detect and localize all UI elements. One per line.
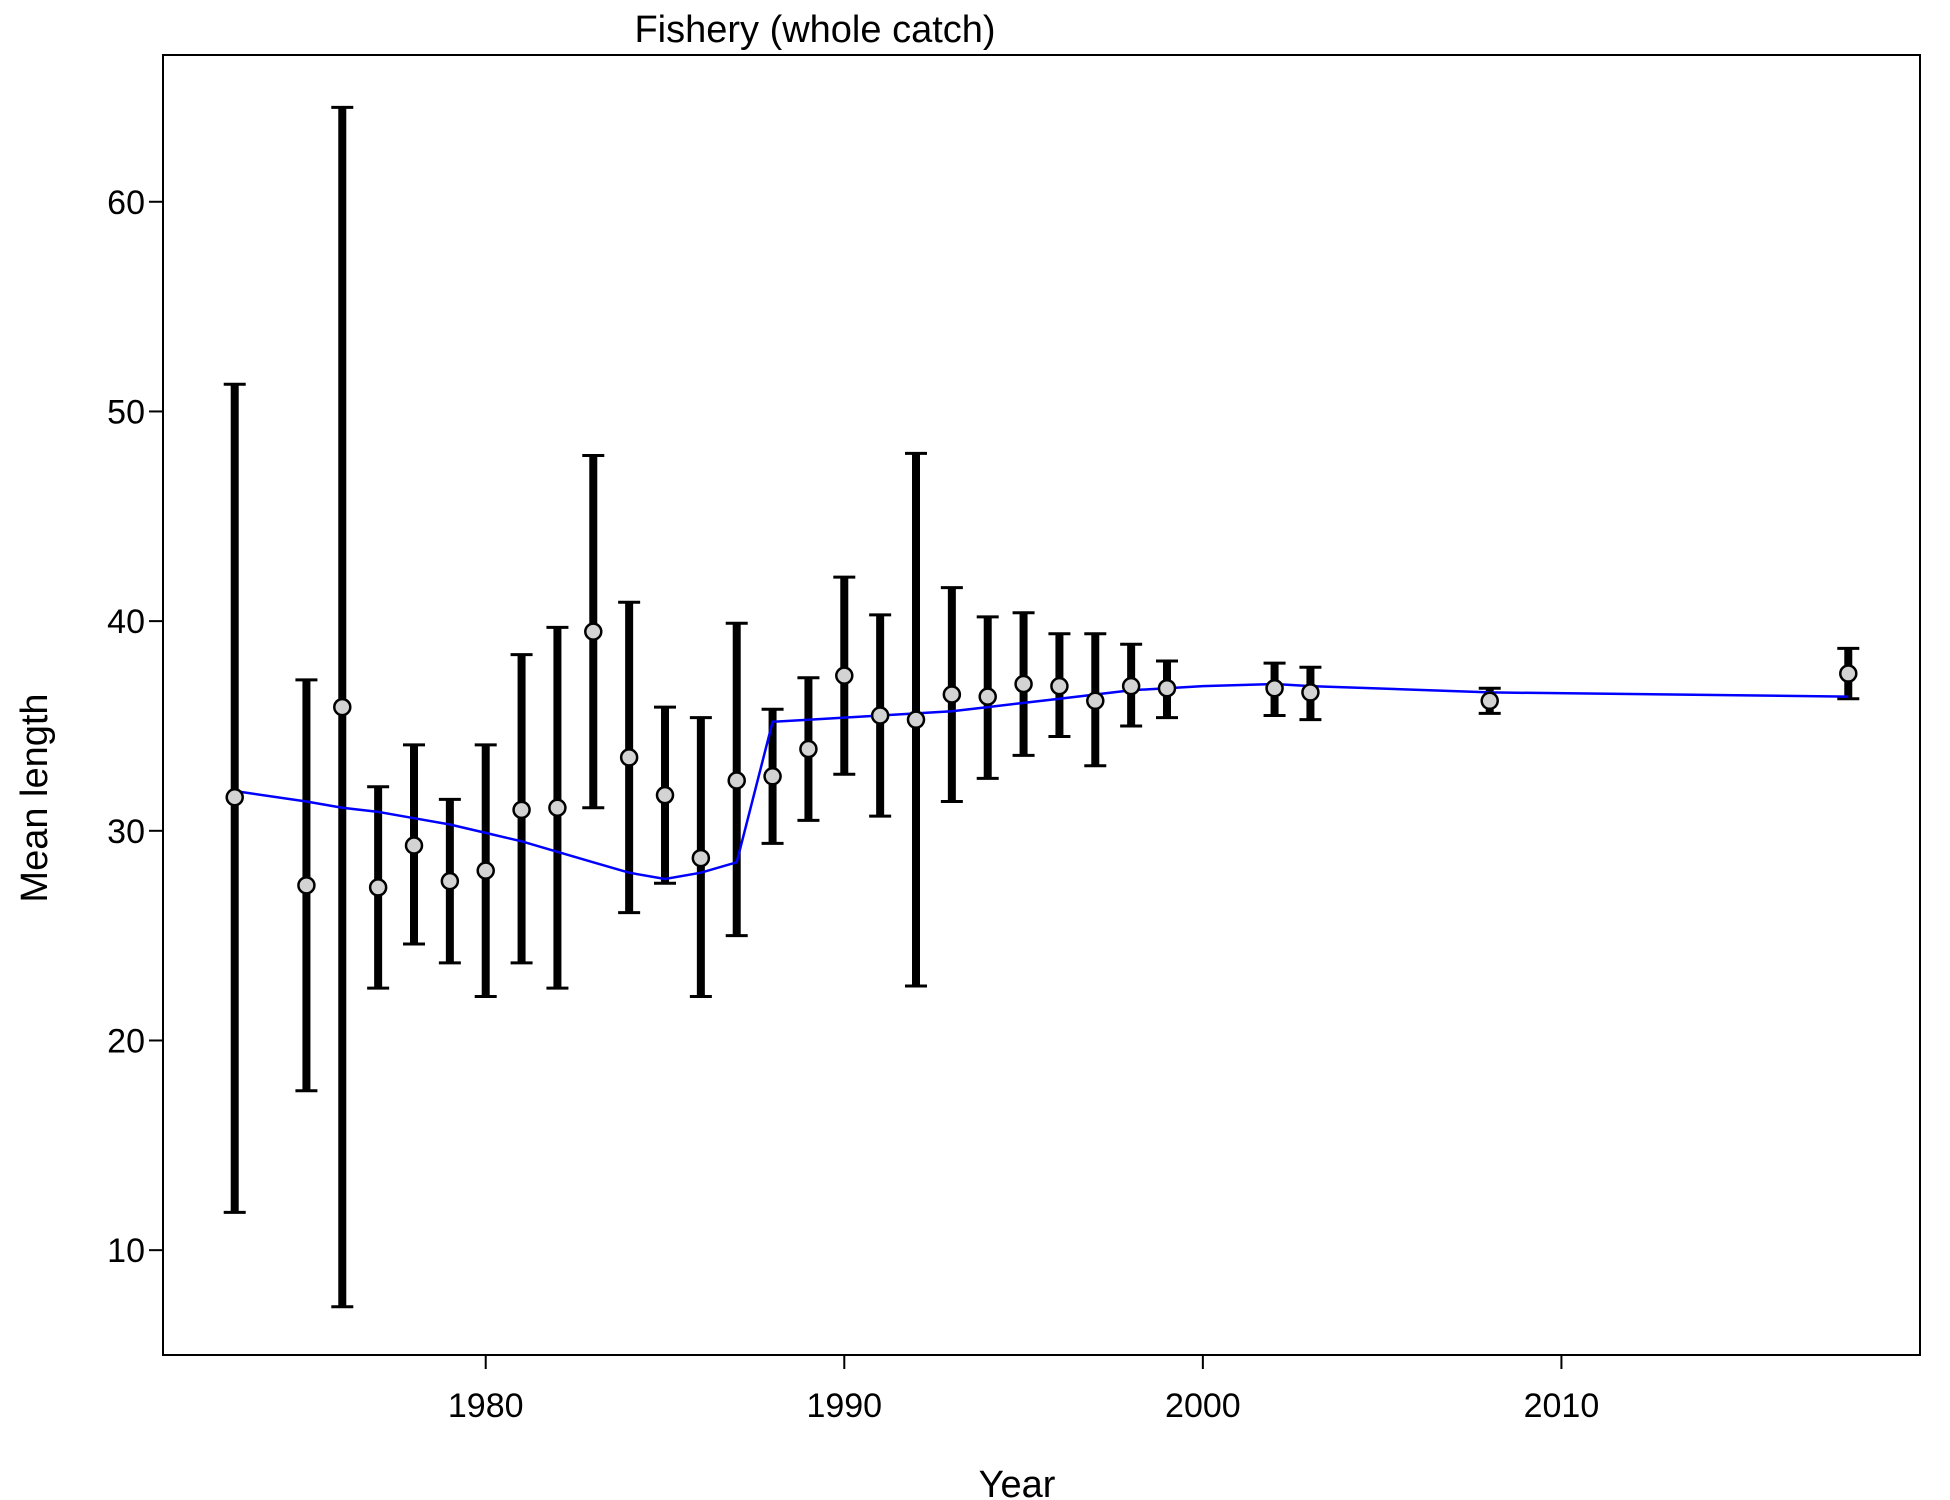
y-tick-label: 40 [107,603,145,641]
x-tick-label: 1980 [448,1387,524,1425]
observed-point [800,741,816,757]
y-axis-label: Mean length [14,693,56,902]
x-axis-ticks: 1980 1990 2000 2010 [448,1355,1599,1425]
y-tick-label: 50 [107,393,145,431]
y-tick-label: 60 [107,184,145,222]
observed-point [442,873,458,889]
observed-point [1087,693,1103,709]
observed-point [621,749,637,765]
x-tick-label: 1990 [806,1387,882,1425]
error-bars [224,107,1860,1306]
observed-point [1482,693,1498,709]
observed-points [227,624,1857,896]
y-tick-label: 30 [107,813,145,851]
expected-mean-length-line [235,684,1849,879]
observed-point [1051,678,1067,694]
observed-point [836,668,852,684]
observed-point [227,789,243,805]
y-axis-ticks: 10 20 30 40 50 60 [107,184,163,1270]
observed-point [729,772,745,788]
observed-point [298,877,314,893]
x-tick-label: 2000 [1165,1387,1241,1425]
chart-title: Fishery (whole catch) [634,9,995,51]
y-tick-label: 20 [107,1022,145,1060]
x-tick-label: 2010 [1524,1387,1600,1425]
observed-point [478,863,494,879]
x-axis-label: Year [979,1464,1056,1500]
observed-point [585,624,601,640]
observed-point [406,837,422,853]
plot-frame [163,55,1920,1355]
observed-point [1123,678,1139,694]
observed-point [549,800,565,816]
observed-point [944,687,960,703]
observed-point [334,699,350,715]
observed-point [370,879,386,895]
observed-point [908,712,924,728]
observed-point [514,802,530,818]
observed-point [765,768,781,784]
observed-point [1302,684,1318,700]
y-tick-label: 10 [107,1232,145,1270]
observed-point [657,787,673,803]
observed-point [980,689,996,705]
observed-point [1159,680,1175,696]
observed-point [1016,676,1032,692]
observed-point [872,707,888,723]
observed-point [1840,666,1856,682]
observed-point [693,850,709,866]
observed-point [1267,680,1283,696]
